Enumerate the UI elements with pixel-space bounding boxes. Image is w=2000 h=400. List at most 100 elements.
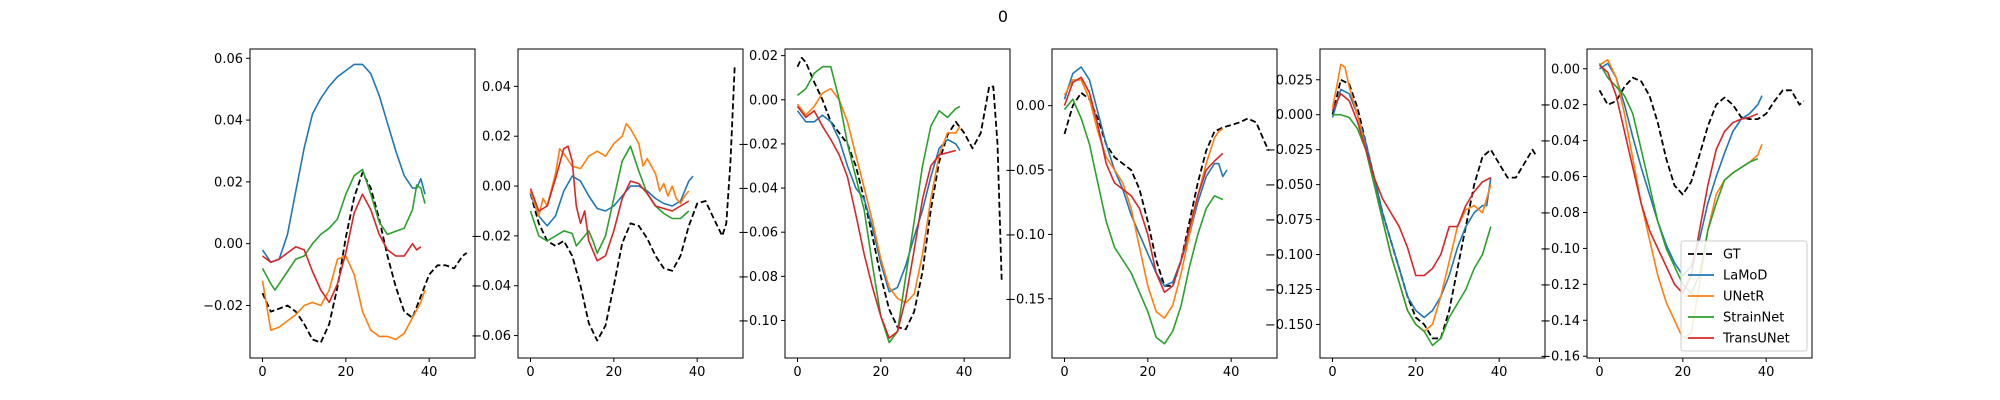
series-line-transunet xyxy=(796,105,957,339)
x-tick-label: 0 xyxy=(793,365,801,380)
y-tick-label: −0.05 xyxy=(1005,164,1045,179)
y-tick-label: 0.04 xyxy=(482,80,511,95)
series-line-unetr xyxy=(796,87,961,304)
series-line-strainnet xyxy=(796,65,961,344)
y-tick-label: 0.00 xyxy=(1016,99,1045,114)
x-tick-label: 40 xyxy=(689,365,706,380)
y-tick-label: 0.06 xyxy=(214,52,243,67)
y-tick-label: −0.100 xyxy=(1265,248,1313,263)
y-tick-label: 0.00 xyxy=(1551,62,1580,77)
subplot-4: 0 20 40 −0.15 −0.10 −0.05 0.00 xyxy=(1005,48,1278,380)
legend: GT LaMoD UNetR StrainNet TransUNet xyxy=(1680,240,1808,352)
series-line-unetr xyxy=(529,123,690,217)
series-line-gt xyxy=(1063,91,1270,287)
series-line-transunet xyxy=(1331,92,1492,277)
axes-frame xyxy=(1586,48,1813,359)
series-line-lamod xyxy=(261,63,426,263)
x-tick-label: 20 xyxy=(606,365,623,380)
subplot-1: 0 20 40 −0.02 0.00 0.02 0.04 0.06 xyxy=(203,48,476,380)
y-tick-label: −0.08 xyxy=(738,270,778,285)
y-tick-label: −0.150 xyxy=(1265,318,1313,333)
legend-item-gt: GT xyxy=(1688,248,1741,263)
series-line-unetr xyxy=(261,255,426,341)
series-line-transunet xyxy=(1063,76,1224,294)
legend-label: UNetR xyxy=(1723,290,1764,305)
series-lines xyxy=(1331,63,1538,347)
y-tick-label: −0.06 xyxy=(471,329,511,344)
y-tick-label: 0.02 xyxy=(482,130,511,145)
series-line-gt xyxy=(1598,76,1805,196)
legend-item-transunet: TransUNet xyxy=(1688,332,1790,347)
series-line-gt xyxy=(796,56,1003,331)
x-tick-label: 20 xyxy=(1140,365,1157,380)
series-lines xyxy=(796,56,1003,344)
y-tick-label: −0.02 xyxy=(1540,98,1580,113)
y-tick-label: −0.10 xyxy=(1005,228,1045,243)
x-tick-label: 0 xyxy=(1595,365,1603,380)
x-tick-label: 40 xyxy=(1491,365,1508,380)
series-lines xyxy=(529,66,736,342)
series-line-strainnet xyxy=(1598,62,1759,295)
series-lines xyxy=(1063,66,1270,345)
y-tick-label: −0.075 xyxy=(1265,213,1313,228)
y-tick-label: −0.02 xyxy=(738,137,778,152)
y-tick-label: 0.02 xyxy=(749,49,778,64)
y-tick-label: −0.02 xyxy=(471,229,511,244)
series-line-transunet xyxy=(529,145,690,262)
legend-box xyxy=(1680,240,1808,352)
axes-frame xyxy=(249,48,476,359)
series-line-lamod xyxy=(1063,66,1228,287)
y-tick-label: 0.00 xyxy=(482,180,511,195)
y-tick-label: 0.000 xyxy=(1276,108,1313,123)
y-tick-label: −0.10 xyxy=(1540,242,1580,257)
series-line-lamod xyxy=(796,110,961,293)
x-tick-label: 0 xyxy=(258,365,266,380)
y-tick-label: −0.12 xyxy=(1540,278,1580,293)
legend-item-lamod: LaMoD xyxy=(1688,269,1767,284)
x-tick-label: 20 xyxy=(1675,365,1692,380)
y-tick-label: −0.025 xyxy=(1265,143,1313,158)
y-tick-label: 0.00 xyxy=(214,237,243,252)
y-tick-label: −0.08 xyxy=(1540,206,1580,221)
y-tick-label: −0.04 xyxy=(1540,134,1580,149)
axes-frame xyxy=(1051,48,1278,359)
axes-frame xyxy=(784,48,1011,359)
series-lines xyxy=(261,63,468,344)
y-tick-label: −0.02 xyxy=(203,299,243,314)
legend-item-strainnet: StrainNet xyxy=(1688,311,1784,326)
legend-label: LaMoD xyxy=(1723,269,1767,284)
y-tick-label: 0.04 xyxy=(214,114,243,129)
subplot-2: 0 20 40 −0.06 −0.04 −0.02 0.00 0.02 0.04 xyxy=(471,48,744,380)
x-tick-label: 0 xyxy=(1060,365,1068,380)
y-tick-label: −0.04 xyxy=(738,182,778,197)
x-tick-label: 20 xyxy=(1408,365,1425,380)
series-line-transunet xyxy=(1598,64,1759,295)
series-line-strainnet xyxy=(261,168,426,291)
series-line-lamod xyxy=(529,175,694,227)
y-tick-label: −0.06 xyxy=(1540,170,1580,185)
y-tick-label: −0.10 xyxy=(738,314,778,329)
y-tick-label: −0.050 xyxy=(1265,178,1313,193)
x-tick-label: 0 xyxy=(1328,365,1336,380)
y-tick-label: −0.16 xyxy=(1540,350,1580,365)
series-line-strainnet xyxy=(1063,98,1224,345)
series-line-gt xyxy=(1331,78,1538,340)
y-tick-label: 0.00 xyxy=(749,93,778,108)
x-tick-label: 40 xyxy=(421,365,438,380)
y-tick-label: −0.15 xyxy=(1005,292,1045,307)
y-tick-label: −0.04 xyxy=(471,279,511,294)
series-line-gt xyxy=(529,66,736,342)
x-tick-label: 20 xyxy=(338,365,355,380)
legend-item-unetr: UNetR xyxy=(1688,290,1764,305)
x-tick-label: 0 xyxy=(526,365,534,380)
subplot-panels: 0 20 40 −0.02 0.00 0.02 0.04 0.06 0 20 40 −0.06 −0.0… xyxy=(203,48,1813,380)
legend-label: GT xyxy=(1723,248,1741,263)
legend-label: StrainNet xyxy=(1723,311,1784,326)
figure-title: 0 xyxy=(998,7,1008,26)
subplot-3: 0 20 40 −0.10 −0.08 −0.06 −0.04 −0.02 0.00 0.02 xyxy=(738,48,1011,380)
y-tick-label: −0.06 xyxy=(738,226,778,241)
y-tick-label: 0.025 xyxy=(1276,73,1313,88)
y-tick-label: 0.02 xyxy=(214,175,243,190)
subplot-5: 0 20 40 −0.150 −0.125 −0.100 −0.075 −0.050 −0.02… xyxy=(1265,48,1546,380)
